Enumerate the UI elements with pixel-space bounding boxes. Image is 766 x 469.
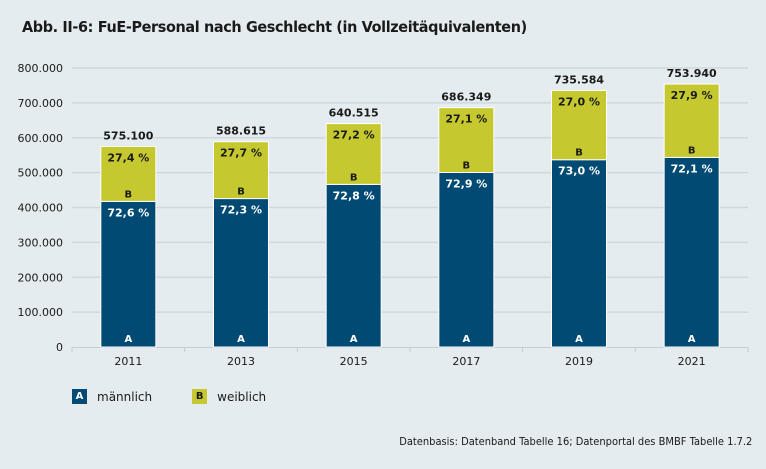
- source-note: Datenbasis: Datenband Tabelle 16; Datenp…: [398, 435, 752, 448]
- x-tick-label: 2021: [678, 355, 706, 368]
- share-label-maennlich: 73,0 %: [558, 165, 600, 178]
- y-tick-label: 700.000: [18, 97, 64, 110]
- share-label-maennlich: 72,3 %: [220, 204, 262, 217]
- legend-swatch-maennlich: A: [72, 389, 87, 404]
- share-label-weiblich: 27,9 %: [671, 89, 713, 102]
- share-label-maennlich: 72,6 %: [107, 206, 149, 219]
- total-label: 735.584: [554, 73, 604, 86]
- marker-weiblich: B: [463, 161, 471, 172]
- legend-swatch-weiblich: B: [192, 389, 208, 404]
- share-label-maennlich: 72,8 %: [333, 189, 375, 202]
- total-label: 640.515: [329, 107, 379, 120]
- x-tick-label: 2017: [452, 355, 480, 368]
- y-tick-label: 300.000: [18, 236, 64, 249]
- y-tick-label: 200.000: [18, 271, 64, 284]
- share-label-weiblich: 27,7 %: [220, 147, 262, 160]
- bar-maennlich: [100, 200, 157, 348]
- bar-maennlich: [325, 183, 382, 348]
- marker-weiblich: B: [350, 172, 358, 183]
- bar-maennlich: [551, 159, 607, 348]
- bar-weiblich: [213, 141, 269, 200]
- share-label-weiblich: 27,0 %: [558, 95, 600, 108]
- share-label-maennlich: 72,1 %: [671, 162, 713, 175]
- legend-label-weiblich: weiblich: [217, 389, 267, 404]
- share-label-weiblich: 27,2 %: [333, 129, 375, 142]
- x-tick-label: 2019: [565, 355, 593, 368]
- marker-maennlich: A: [124, 334, 132, 345]
- total-label: 753.940: [667, 67, 717, 80]
- share-label-maennlich: 72,9 %: [445, 178, 487, 191]
- marker-weiblich: B: [125, 189, 133, 200]
- total-label: 686.349: [441, 91, 491, 104]
- share-label-weiblich: 27,4 %: [107, 151, 149, 164]
- marker-maennlich: A: [688, 334, 696, 345]
- marker-maennlich: A: [350, 334, 358, 345]
- y-tick-label: 100.000: [18, 306, 64, 319]
- y-tick-label: 600.000: [18, 132, 64, 145]
- y-tick-label: 400.000: [18, 202, 64, 215]
- bar-weiblich: [438, 107, 495, 174]
- marker-weiblich: B: [688, 145, 696, 156]
- bar-weiblich: [663, 83, 720, 158]
- legend: A männlich B weiblich: [72, 389, 306, 404]
- x-tick-label: 2013: [227, 355, 255, 368]
- marker-maennlich: A: [462, 334, 470, 345]
- x-tick-label: 2011: [114, 355, 142, 368]
- y-tick-label: 500.000: [18, 167, 64, 180]
- legend-item-weiblich: B weiblich: [192, 389, 266, 404]
- marker-maennlich: A: [237, 334, 245, 345]
- bar-maennlich: [663, 156, 720, 348]
- chart-title: Abb. II-6: FuE-Personal nach Geschlecht …: [22, 18, 527, 36]
- total-label: 575.100: [103, 129, 153, 142]
- bar-weiblich: [100, 145, 157, 202]
- marker-maennlich: A: [575, 334, 583, 345]
- y-tick-label: 0: [56, 341, 63, 354]
- x-tick-label: 2015: [340, 355, 368, 368]
- legend-label-maennlich: männlich: [97, 389, 153, 404]
- bar-weiblich: [551, 89, 607, 161]
- bar-maennlich: [438, 172, 495, 348]
- marker-weiblich: B: [237, 187, 245, 198]
- marker-weiblich: B: [575, 148, 583, 159]
- bar-weiblich: [325, 123, 382, 185]
- legend-item-maennlich: A männlich: [72, 389, 152, 404]
- bar-maennlich: [213, 198, 269, 348]
- total-label: 588.615: [216, 125, 266, 138]
- share-label-weiblich: 27,1 %: [445, 113, 487, 126]
- y-tick-label: 800.000: [18, 62, 64, 75]
